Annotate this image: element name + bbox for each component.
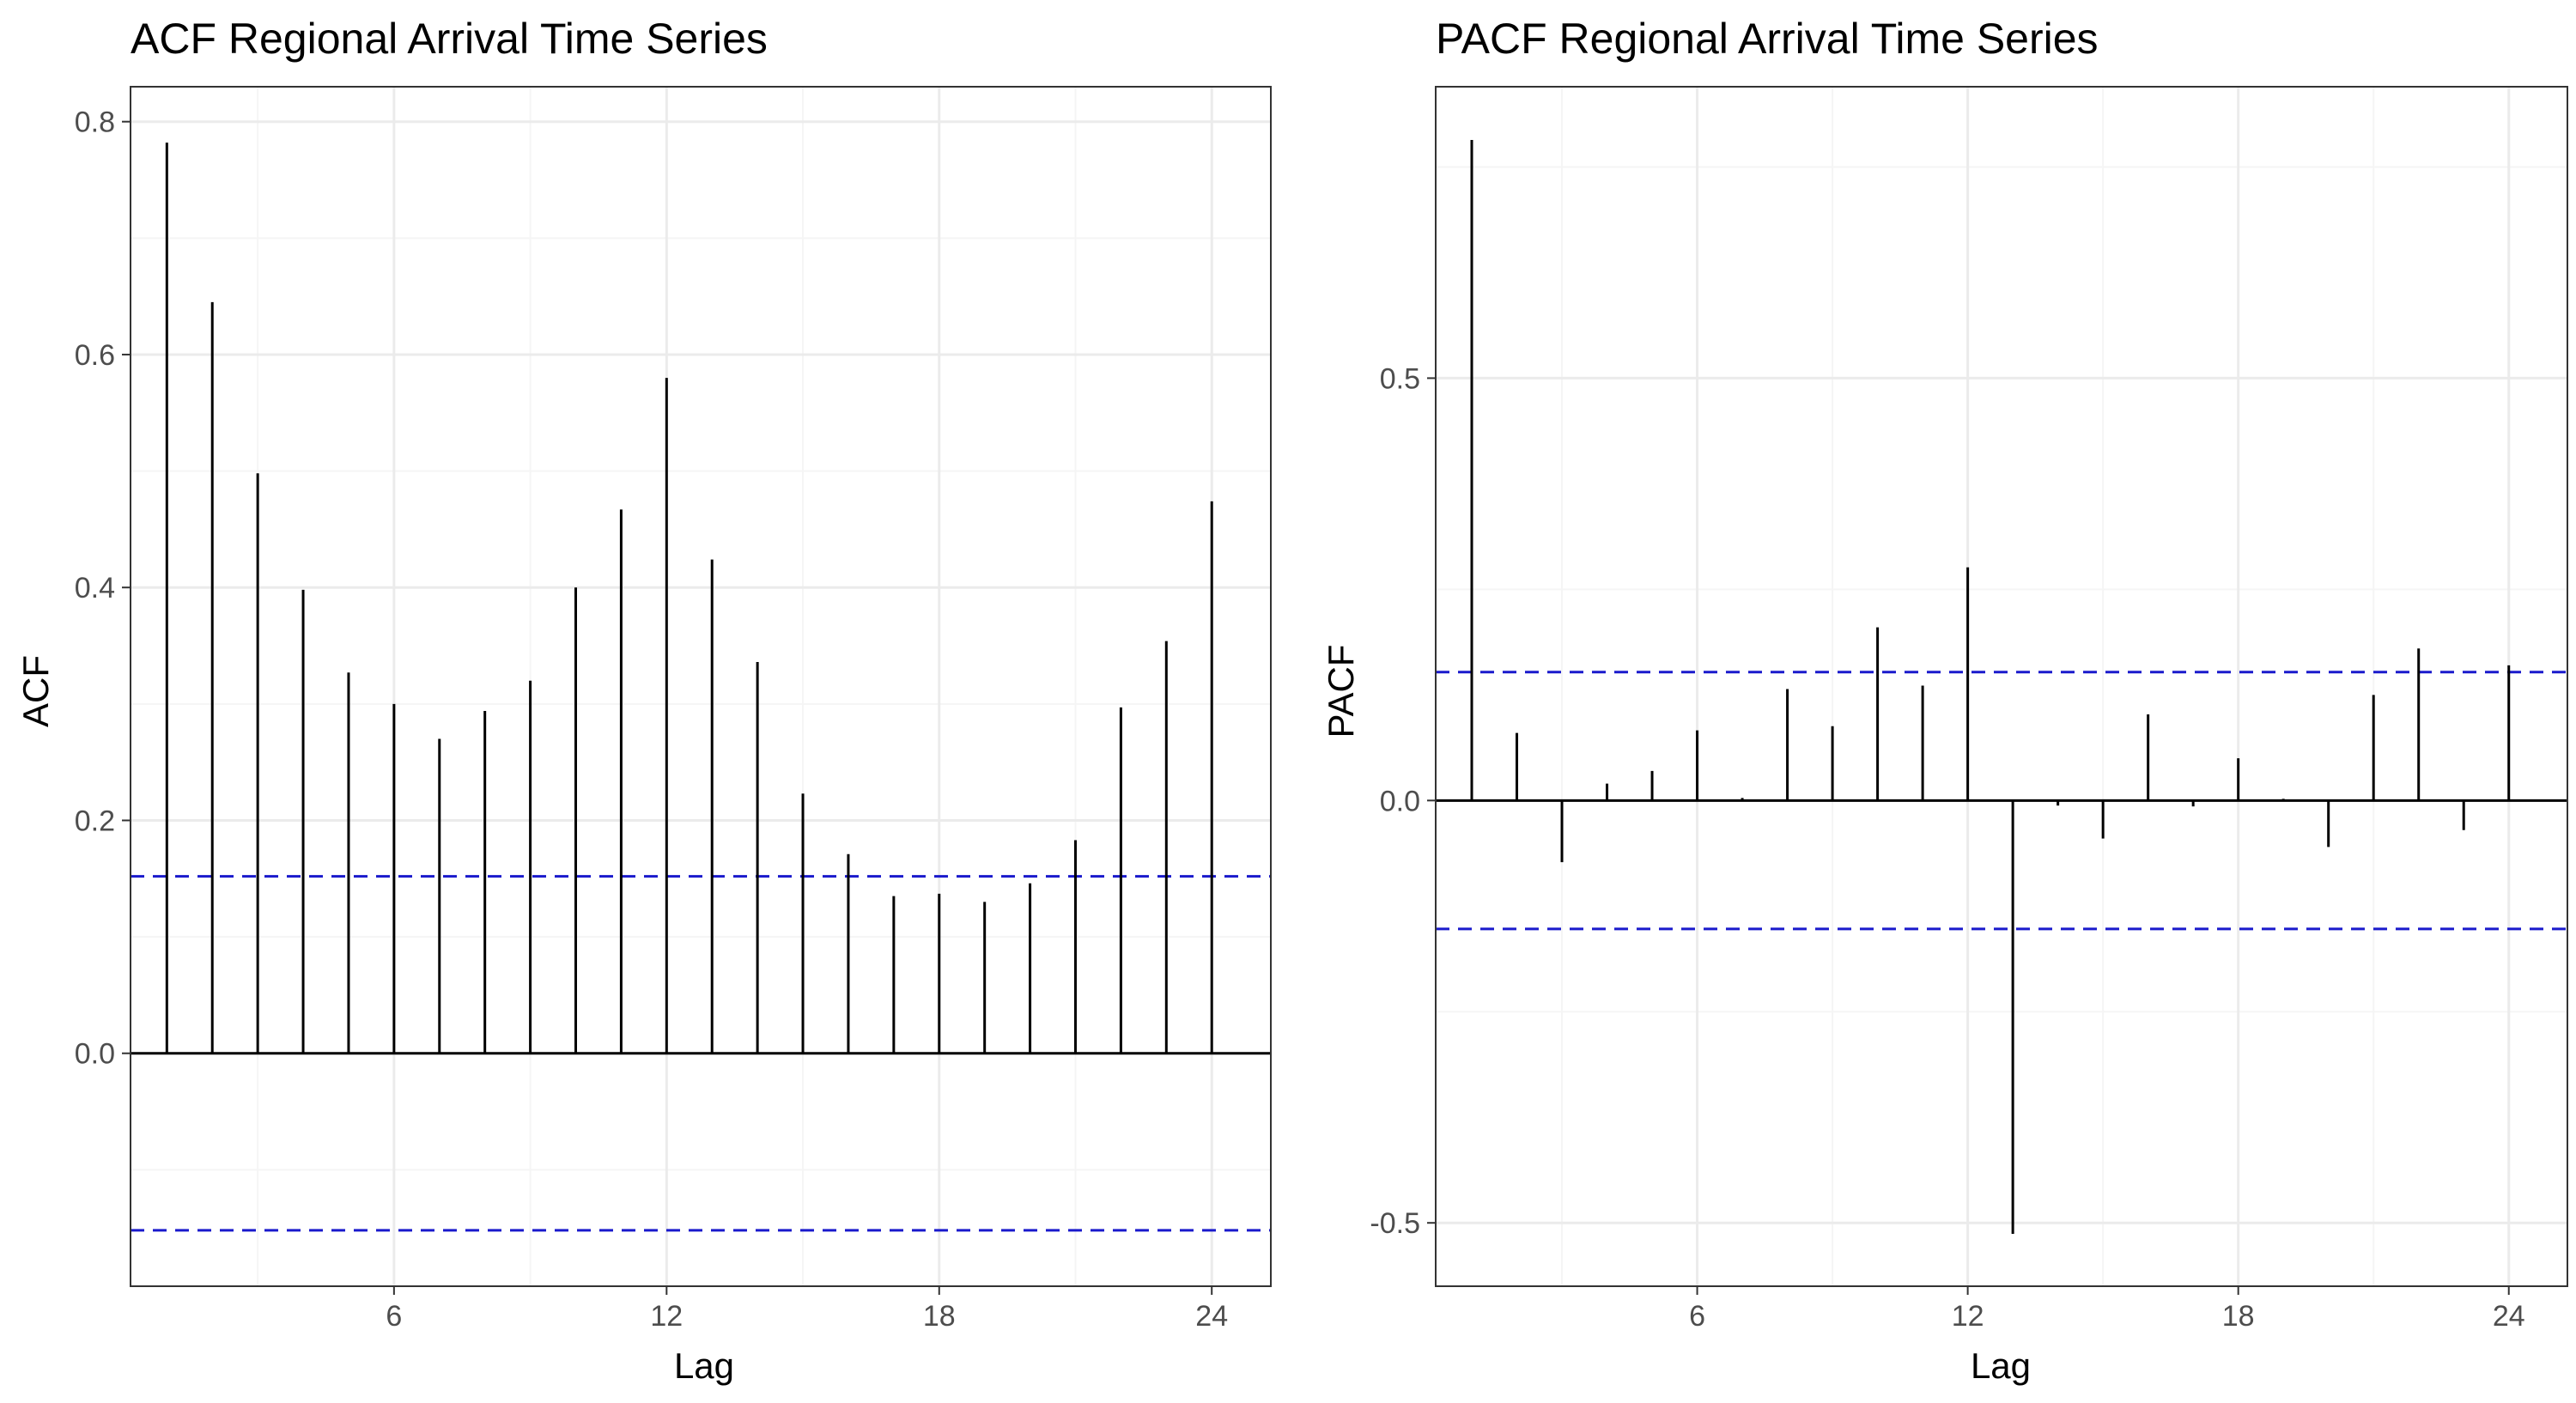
pacf-x-tick-label: 12	[1952, 1300, 1984, 1333]
acf-panel: ACF Regional Arrival Time Series 0.00.20…	[15, 15, 1272, 1386]
pacf-confidence-band	[1436, 671, 2567, 931]
acf-x-tick-label: 24	[1195, 1300, 1228, 1333]
acf-bars	[165, 143, 1213, 1054]
pacf-x-tick-label: 18	[2222, 1300, 2255, 1333]
acf-y-tick-label: 0.4	[75, 572, 115, 604]
acf-y-tick-label: 0.2	[75, 805, 115, 837]
pacf-y-tick-label: 0.5	[1380, 362, 1420, 395]
pacf-y-axis: -0.5 0.0 0.5	[1370, 362, 1436, 1240]
acf-y-axis: 0.0 0.2 0.4 0.6 0.8	[75, 106, 131, 1071]
pacf-x-axis-title: Lag	[1971, 1345, 2031, 1386]
pacf-x-axis: 6 12 18 24	[1689, 1286, 2525, 1333]
pacf-title: PACF Regional Arrival Time Series	[1436, 15, 2099, 63]
acf-y-axis-title: ACF	[15, 655, 56, 727]
pacf-plot-background	[1436, 87, 2567, 1286]
pacf-x-tick-label: 24	[2493, 1300, 2525, 1333]
pacf-bars	[1470, 139, 2511, 1235]
pacf-panel: PACF Regional Arrival Time Series -0.5 0.…	[1321, 15, 2568, 1386]
acf-plot-background	[131, 87, 1271, 1286]
acf-grid	[131, 87, 1271, 1286]
acf-y-tick-label: 0.8	[75, 106, 115, 139]
pacf-grid	[1436, 87, 2567, 1286]
acf-x-tick-label: 6	[386, 1300, 402, 1333]
acf-confidence-band	[131, 875, 1271, 1232]
acf-x-tick-label: 12	[650, 1300, 683, 1333]
pacf-y-tick-label: -0.5	[1370, 1207, 1420, 1240]
acf-x-axis: 6 12 18 24	[386, 1286, 1228, 1333]
pacf-y-axis-title: PACF	[1321, 645, 1361, 738]
acf-panel-border	[130, 86, 1272, 1287]
pacf-y-tick-label: 0.0	[1380, 785, 1420, 817]
acf-title: ACF Regional Arrival Time Series	[131, 15, 768, 63]
acf-x-axis-title: Lag	[674, 1345, 734, 1386]
pacf-x-tick-label: 6	[1689, 1300, 1705, 1333]
pacf-panel-border	[1435, 86, 2568, 1287]
acf-y-tick-label: 0.6	[75, 339, 115, 372]
acf-x-tick-label: 18	[923, 1300, 956, 1333]
acf-y-tick-label: 0.0	[75, 1038, 115, 1071]
